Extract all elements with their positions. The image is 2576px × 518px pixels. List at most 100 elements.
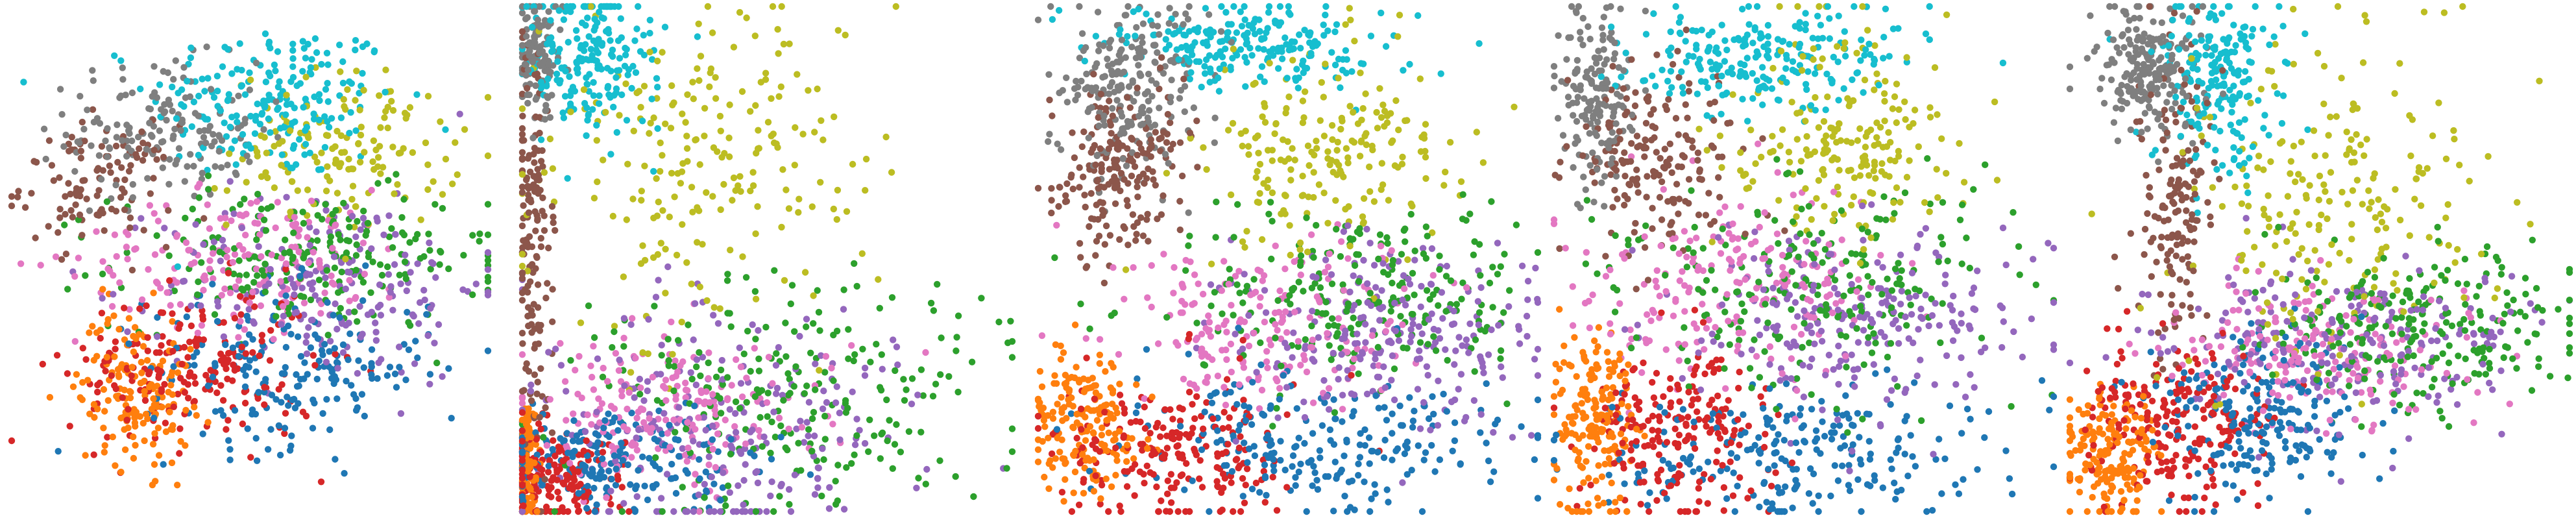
scatter-point-green xyxy=(352,252,360,259)
scatter-point-olive xyxy=(629,195,637,203)
scatter-point-purple xyxy=(346,269,353,276)
scatter-point-purple xyxy=(763,508,770,515)
scatter-point-gray xyxy=(1152,59,1159,66)
scatter-point-blue xyxy=(293,371,300,378)
scatter-point-blue xyxy=(639,453,646,460)
scatter-point-green xyxy=(1212,234,1219,241)
scatter-panel-1 xyxy=(8,30,492,489)
scatter-point-orange xyxy=(110,312,117,319)
scatter-point-olive xyxy=(1269,189,1276,197)
scatter-point-red xyxy=(553,469,561,476)
scatter-point-blue xyxy=(696,475,703,482)
scatter-point-purple xyxy=(1290,329,1297,336)
scatter-point-gray xyxy=(1154,23,1161,30)
scatter-point-green xyxy=(354,318,361,325)
scatter-point-brown xyxy=(541,212,548,219)
scatter-point-blue xyxy=(584,482,591,490)
scatter-point-blue xyxy=(125,340,132,347)
scatter-point-cyan xyxy=(583,132,590,140)
scatter-point-gray xyxy=(146,119,153,127)
scatter-point-blue xyxy=(219,412,227,419)
scatter-point-brown xyxy=(48,162,56,169)
scatter-point-purple xyxy=(1436,335,1444,342)
scatter-point-olive xyxy=(662,120,669,127)
scatter-point-purple xyxy=(311,292,319,299)
scatter-point-blue xyxy=(563,430,571,437)
scatter-point-olive xyxy=(1370,198,1378,205)
scatter-point-blue xyxy=(644,496,651,504)
scatter-point-green xyxy=(934,280,941,288)
scatter-point-blue xyxy=(1381,436,1389,444)
scatter-point-cyan xyxy=(564,175,571,182)
scatter-point-brown xyxy=(77,186,84,193)
scatter-point-red xyxy=(302,412,310,420)
scatter-point-orange xyxy=(138,369,145,376)
scatter-point-green xyxy=(840,286,847,293)
scatter-point-purple xyxy=(768,478,775,486)
scatter-point-blue xyxy=(649,482,657,490)
scatter-point-cyan xyxy=(277,92,284,99)
scatter-point-purple xyxy=(655,277,662,284)
scatter-point-blue xyxy=(1366,460,1373,467)
scatter-point-gray xyxy=(521,60,529,68)
scatter-point-purple xyxy=(635,426,642,434)
scatter-point-blue xyxy=(212,360,219,367)
scatter-point-gray xyxy=(160,68,167,75)
scatter-point-gray xyxy=(123,153,130,160)
scatter-point-pink xyxy=(580,498,587,505)
scatter-point-orange xyxy=(89,323,96,330)
scatter-point-gray xyxy=(1172,10,1179,18)
scatter-point-blue xyxy=(605,433,613,440)
scatter-point-cyan xyxy=(225,91,232,98)
scatter-point-blue xyxy=(1402,442,1409,449)
scatter-point-red xyxy=(574,468,582,475)
scatter-point-purple xyxy=(657,371,664,378)
scatter-point-olive xyxy=(340,96,347,103)
scatter-point-gray xyxy=(1054,140,1061,147)
scatter-point-cyan xyxy=(241,91,249,98)
scatter-point-purple xyxy=(861,364,869,372)
scatter-point-cyan xyxy=(137,85,144,93)
scatter-point-pink xyxy=(1141,395,1148,402)
scatter-point-purple xyxy=(1509,434,1516,441)
scatter-point-green xyxy=(384,263,391,271)
scatter-point-red xyxy=(1230,508,1237,515)
scatter-point-brown xyxy=(127,224,134,231)
scatter-point-gray xyxy=(96,119,104,127)
scatter-point-purple xyxy=(825,505,833,512)
scatter-point-cyan xyxy=(199,75,206,82)
scatter-point-green xyxy=(814,287,821,294)
scatter-point-olive xyxy=(737,188,744,195)
scatter-point-green xyxy=(427,265,434,273)
scatter-point-red xyxy=(1219,425,1226,432)
scatter-point-pink xyxy=(1206,319,1213,326)
scatter-point-olive xyxy=(254,153,261,160)
scatter-point-green xyxy=(816,327,823,334)
scatter-point-gray xyxy=(233,171,240,179)
scatter-point-orange xyxy=(79,378,86,386)
scatter-point-green xyxy=(672,428,679,436)
scatter-point-green xyxy=(784,391,792,399)
scatter-point-brown xyxy=(518,222,526,230)
scatter-point-cyan xyxy=(1241,3,1248,10)
scatter-point-green xyxy=(865,448,872,455)
scatter-point-gray xyxy=(532,82,539,90)
scatter-point-gray xyxy=(172,160,179,167)
scatter-point-gray xyxy=(546,114,554,121)
scatter-point-green xyxy=(165,252,173,260)
scatter-point-blue xyxy=(1134,402,1141,410)
scatter-point-olive xyxy=(842,31,849,39)
scatter-point-purple xyxy=(708,473,715,480)
scatter-point-green xyxy=(723,277,731,284)
scatter-point-red xyxy=(123,416,130,424)
scatter-point-brown xyxy=(76,211,84,219)
scatter-point-red xyxy=(1283,411,1291,418)
scatter-point-olive xyxy=(624,160,631,167)
scatter-point-purple xyxy=(1414,386,1422,393)
scatter-point-green xyxy=(726,310,733,317)
scatter-point-gray xyxy=(165,96,173,104)
scatter-point-blue xyxy=(1293,405,1300,412)
scatter-point-olive xyxy=(370,137,378,144)
scatter-point-red xyxy=(141,397,149,404)
scatter-point-cyan xyxy=(1206,52,1213,59)
